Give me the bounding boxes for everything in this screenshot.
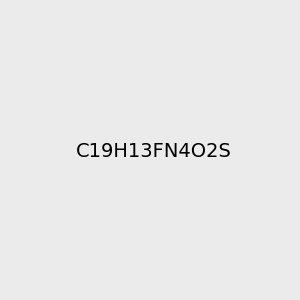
Text: C19H13FN4O2S: C19H13FN4O2S (76, 142, 232, 161)
